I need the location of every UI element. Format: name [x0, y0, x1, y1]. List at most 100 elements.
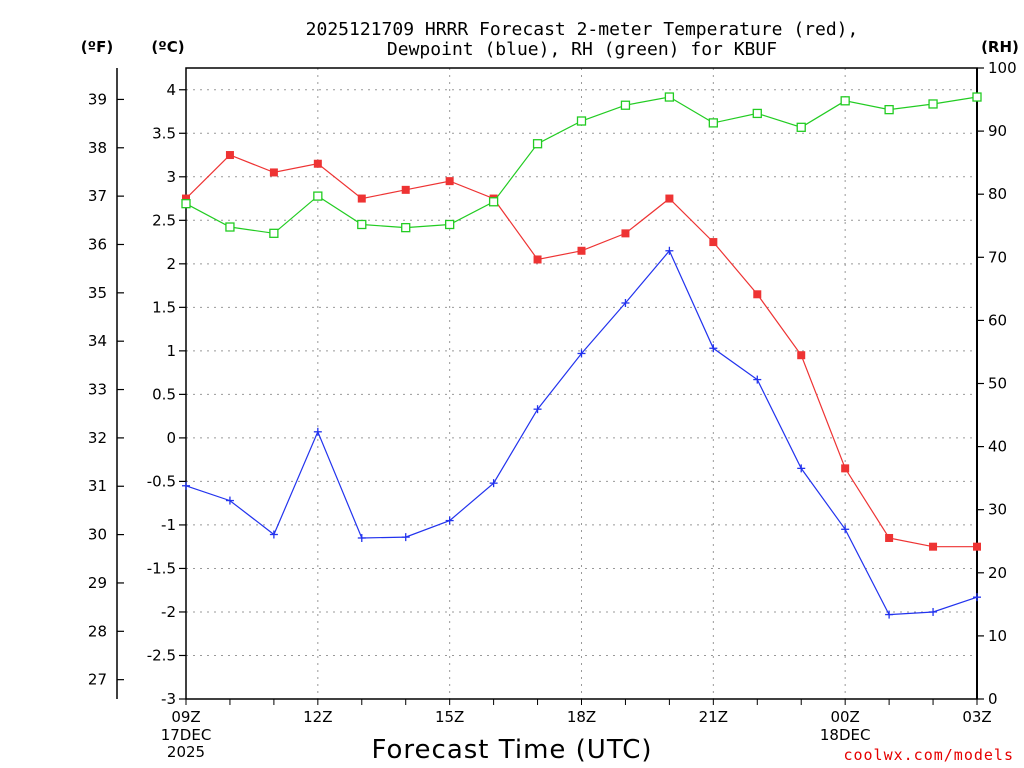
- temperature-point: [797, 351, 806, 360]
- rh-tick-label: 0: [988, 690, 998, 708]
- rh-point: [269, 228, 279, 238]
- temperature-point: [225, 151, 234, 160]
- fahrenheit-tick-label: 29: [88, 574, 107, 592]
- temperature-point: [401, 185, 410, 194]
- temperature-point: [973, 542, 981, 551]
- x-tick-label: 03Z: [962, 708, 991, 726]
- dewpoint-point: [182, 481, 190, 490]
- fahrenheit-tick-label: 38: [88, 139, 107, 157]
- rh-unit-label: (RH): [981, 38, 1019, 56]
- celsius-tick-label: 0.5: [152, 385, 176, 403]
- rh-point: [752, 108, 762, 119]
- rh-point: [576, 116, 587, 126]
- dewpoint-point: [357, 533, 366, 542]
- temperature-point: [269, 168, 278, 177]
- rh-point: [532, 139, 543, 149]
- data-series: [181, 92, 982, 619]
- rh-point: [928, 99, 938, 109]
- rh-tick-label: 40: [988, 438, 1007, 456]
- fahrenheit-tick-label: 31: [88, 477, 107, 495]
- rh-point: [225, 222, 235, 232]
- dewpoint-point: [665, 246, 674, 255]
- dewpoint-point: [797, 464, 806, 473]
- celsius-tick-label: 3.5: [152, 124, 176, 142]
- rh-tick-label: 90: [988, 122, 1007, 140]
- rh-point: [708, 118, 718, 128]
- fahrenheit-tick-label: 30: [88, 526, 107, 544]
- fahrenheit-tick-label: 28: [88, 622, 107, 640]
- rh-tick-label: 70: [988, 248, 1007, 266]
- axis-ticks: -3 -2.5 -2 -1.5 -1 -0.5 0 0.5 1 1.5 2 2.5 3 3.5 4 09Z17…: [88, 59, 1017, 761]
- temperature-point: [621, 229, 630, 238]
- credit-text: coolwx.com/models: [843, 746, 1014, 764]
- temperature-point: [357, 194, 366, 203]
- celsius-tick-label: 0: [166, 429, 176, 447]
- rh-tick-label: 100: [988, 59, 1017, 77]
- temperature-point: [182, 194, 190, 203]
- rh-tick-label: 30: [988, 501, 1007, 519]
- celsius-tick-label: -2.5: [147, 646, 176, 664]
- celsius-tick-label: 3: [166, 168, 176, 186]
- temperature-point: [885, 533, 894, 542]
- celsius-tick-label: 2: [166, 255, 176, 273]
- x-year-label: 2025: [167, 743, 205, 761]
- temperature-point: [753, 290, 762, 299]
- celsius-tick-label: 2.5: [152, 211, 176, 229]
- rh-tick-label: 80: [988, 185, 1007, 203]
- rh-tick-label: 60: [988, 311, 1007, 329]
- celsius-tick-label: 1: [166, 342, 176, 360]
- x-tick-label: 18Z: [567, 708, 596, 726]
- dewpoint-point: [401, 533, 410, 542]
- temperature-point: [445, 177, 454, 186]
- rh-point: [181, 199, 191, 209]
- rh-point: [840, 96, 850, 106]
- dewpoint-point: [753, 375, 762, 384]
- chart-title-line1: 2025121709 HRRR Forecast 2-meter Tempera…: [306, 19, 859, 40]
- chart-title-line2: Dewpoint (blue), RH (green) for KBUF: [387, 39, 777, 60]
- dewpoint-point: [973, 593, 981, 602]
- rh-tick-label: 50: [988, 375, 1007, 393]
- rh-tick-label: 20: [988, 564, 1007, 582]
- rh-point: [488, 197, 499, 207]
- celsius-tick-label: -3: [161, 690, 176, 708]
- celsius-tick-label: -1.5: [147, 559, 176, 577]
- celsius-unit-label: (ºC): [151, 38, 184, 56]
- fahrenheit-tick-label: 27: [88, 671, 107, 689]
- rh-point: [401, 222, 411, 233]
- rh-point: [972, 92, 982, 102]
- dewpoint-point: [269, 530, 278, 539]
- fahrenheit-tick-label: 33: [88, 381, 107, 399]
- fahrenheit-tick-label: 37: [88, 187, 107, 205]
- fahrenheit-tick-label: 36: [88, 235, 107, 253]
- temperature-point: [533, 255, 542, 264]
- temperature-point: [577, 246, 586, 255]
- temperature-point: [709, 238, 718, 247]
- rh-point: [620, 100, 631, 110]
- fahrenheit-tick-label: 34: [88, 332, 107, 350]
- gridlines: [186, 68, 977, 699]
- x-axis-label: Forecast Time (UTC): [371, 735, 652, 765]
- dewpoint-point: [577, 349, 586, 358]
- dewpoint-point: [489, 479, 498, 488]
- rh-point: [664, 92, 675, 102]
- rh-point: [357, 219, 367, 230]
- dewpoint-point: [533, 405, 542, 414]
- x-date-label: 18DEC: [820, 726, 871, 744]
- celsius-tick-label: -2: [161, 603, 176, 621]
- dewpoint-point: [225, 496, 234, 505]
- x-tick-label: 21Z: [699, 708, 728, 726]
- temperature-point: [665, 194, 674, 203]
- fahrenheit-tick-label: 39: [88, 90, 107, 108]
- fahrenheit-unit-label: (ºF): [81, 38, 113, 56]
- x-date-label: 17DEC: [161, 726, 212, 744]
- x-tick-label: 09Z: [171, 708, 200, 726]
- rh-point: [884, 104, 894, 115]
- celsius-tick-label: -1: [161, 516, 176, 534]
- celsius-tick-label: 1.5: [152, 298, 176, 316]
- x-tick-label: 15Z: [435, 708, 464, 726]
- dewpoint-point: [621, 298, 630, 307]
- rh-point: [445, 219, 455, 230]
- dewpoint-point: [313, 427, 322, 436]
- rh-point: [313, 191, 323, 201]
